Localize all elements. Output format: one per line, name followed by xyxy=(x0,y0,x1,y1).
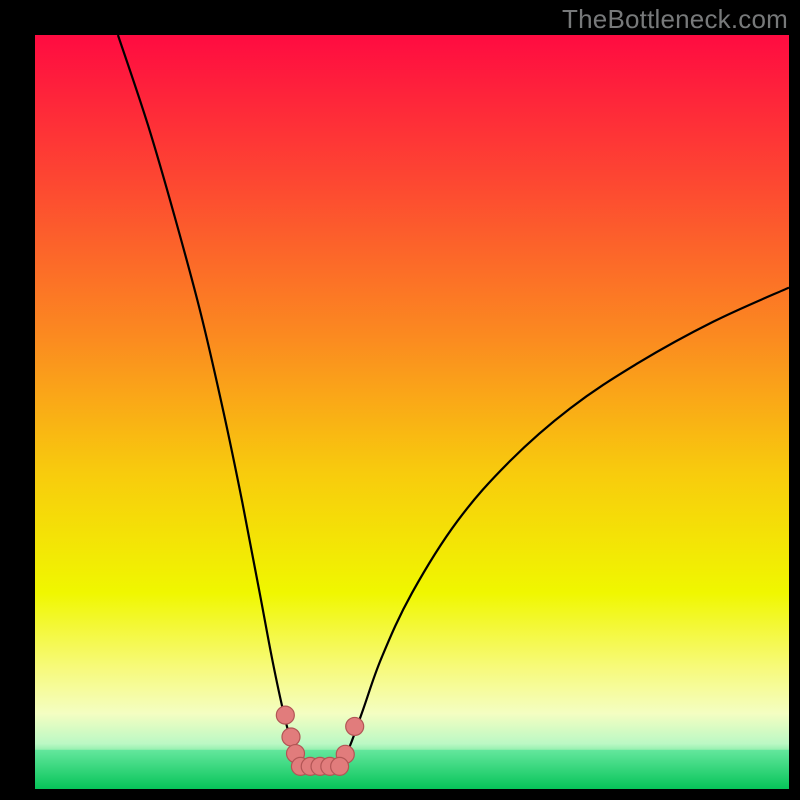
green-band xyxy=(35,750,789,789)
marker-dot xyxy=(346,717,364,735)
marker-dot xyxy=(276,706,294,724)
bottleneck-chart: TheBottleneck.com xyxy=(0,0,800,800)
watermark-text: TheBottleneck.com xyxy=(562,4,788,35)
marker-dot xyxy=(331,757,349,775)
marker-dot xyxy=(282,728,300,746)
chart-svg xyxy=(0,0,800,800)
gradient-background xyxy=(35,35,789,789)
